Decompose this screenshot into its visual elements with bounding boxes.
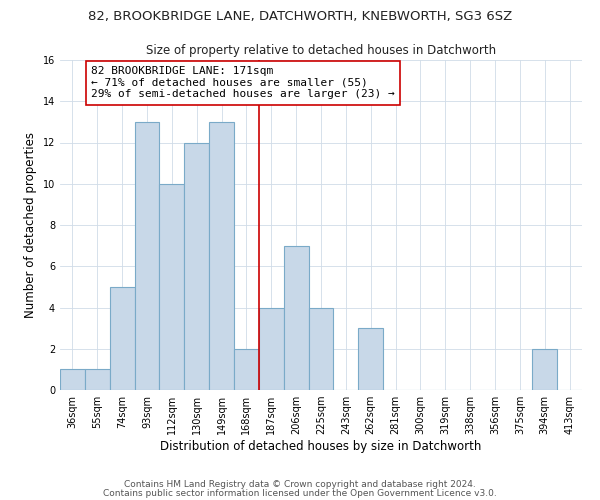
Bar xyxy=(209,122,234,390)
Bar xyxy=(134,122,160,390)
Bar xyxy=(259,308,284,390)
X-axis label: Distribution of detached houses by size in Datchworth: Distribution of detached houses by size … xyxy=(160,440,482,453)
Bar xyxy=(308,308,334,390)
Bar xyxy=(60,370,85,390)
Y-axis label: Number of detached properties: Number of detached properties xyxy=(24,132,37,318)
Bar xyxy=(184,142,209,390)
Bar xyxy=(160,184,184,390)
Text: Contains public sector information licensed under the Open Government Licence v3: Contains public sector information licen… xyxy=(103,489,497,498)
Bar xyxy=(85,370,110,390)
Title: Size of property relative to detached houses in Datchworth: Size of property relative to detached ho… xyxy=(146,44,496,58)
Bar xyxy=(358,328,383,390)
Text: Contains HM Land Registry data © Crown copyright and database right 2024.: Contains HM Land Registry data © Crown c… xyxy=(124,480,476,489)
Bar xyxy=(284,246,308,390)
Text: 82 BROOKBRIDGE LANE: 171sqm
← 71% of detached houses are smaller (55)
29% of sem: 82 BROOKBRIDGE LANE: 171sqm ← 71% of det… xyxy=(91,66,395,100)
Bar xyxy=(234,349,259,390)
Bar xyxy=(532,349,557,390)
Bar xyxy=(110,287,134,390)
Text: 82, BROOKBRIDGE LANE, DATCHWORTH, KNEBWORTH, SG3 6SZ: 82, BROOKBRIDGE LANE, DATCHWORTH, KNEBWO… xyxy=(88,10,512,23)
